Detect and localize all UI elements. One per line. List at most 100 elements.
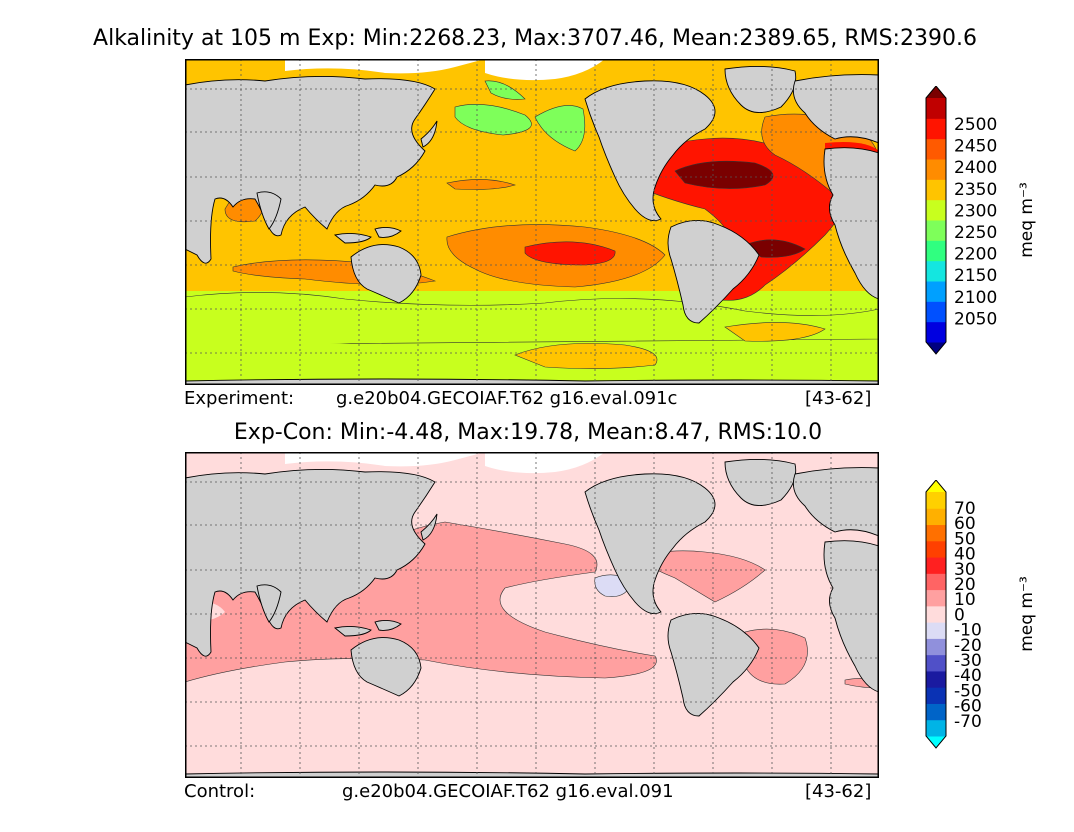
land-india	[256, 191, 282, 230]
top-footer-label: Experiment:	[184, 388, 295, 409]
ocean-contour-region	[724, 322, 826, 342]
colorbar-tick-label: 2200	[954, 245, 997, 265]
land-australia	[350, 244, 422, 304]
colorbar-outline	[925, 86, 947, 355]
land-india	[256, 584, 282, 623]
top-footer-case: g.e20b04.GECOIAF.T62 g16.eval.091c	[336, 388, 678, 409]
land-group	[185, 65, 879, 385]
land-indonesia	[374, 226, 402, 238]
land-greenland	[724, 65, 797, 113]
sea-ice	[285, 452, 485, 467]
colorbar-swatch	[926, 118, 946, 140]
colorbar-swatch	[926, 589, 946, 607]
colorbar-unit-label: meq m⁻³	[1017, 576, 1037, 652]
land-australia	[350, 637, 422, 697]
bottom-footer-label: Control:	[184, 781, 256, 802]
colorbar-tick-label: -20	[954, 636, 982, 656]
colorbar-swatch	[926, 524, 946, 542]
ocean-contour-region	[446, 179, 516, 190]
sea-ice	[485, 452, 605, 474]
land-africa	[823, 147, 879, 300]
ocean-contour-region	[674, 160, 774, 189]
graticule	[185, 452, 879, 778]
colorbar-unit-label: meq m⁻³	[1017, 182, 1037, 258]
top-colorbar: 2500245024002350230022502200215021002050…	[925, 86, 1037, 355]
land-greenland	[724, 458, 797, 506]
colorbar-tick-label: 40	[954, 545, 976, 565]
colorbar-tick-label: -40	[954, 666, 982, 686]
land-indonesia	[333, 625, 372, 637]
top-map	[185, 59, 879, 385]
colorbar-tick-label: 2400	[954, 158, 997, 178]
land-south-america	[667, 613, 760, 717]
top-footer-years: [43-62]	[805, 388, 872, 409]
top-map-title: Alkalinity at 105 m Exp: Min:2268.23, Ma…	[93, 26, 977, 51]
bottom-map	[185, 452, 879, 778]
colorbar-swatch	[926, 260, 946, 282]
colorbar-swatch	[926, 321, 946, 343]
colorbar-swatch	[926, 98, 946, 119]
colorbar-swatch	[926, 240, 946, 262]
colorbar-tick-label: 2050	[954, 309, 997, 329]
sea-ice	[485, 59, 605, 81]
colorbar-swatch	[926, 138, 946, 160]
colorbar-swatch	[926, 281, 946, 302]
colorbar-extend-high	[926, 480, 946, 492]
colorbar-swatch	[926, 199, 946, 221]
colorbar-swatch	[926, 492, 946, 509]
colorbar-tick-label: -70	[954, 712, 982, 732]
colorbar-tick-label: 10	[954, 590, 976, 610]
land-japan	[420, 513, 438, 541]
ocean-contour-region	[185, 340, 879, 385]
colorbar-swatch	[926, 719, 946, 737]
bottom-footer-case: g.e20b04.GECOIAF.T62 g16.eval.091	[342, 781, 674, 802]
ocean-contour-region	[454, 104, 532, 136]
land-eurasia	[185, 468, 436, 657]
colorbar-swatch	[926, 654, 946, 672]
land-group	[185, 458, 879, 778]
land-indonesia	[374, 619, 402, 631]
sea-ice	[285, 59, 485, 74]
colorbar-swatch	[926, 159, 946, 180]
colorbar-tick-label: 30	[954, 560, 976, 580]
land-africa	[823, 540, 879, 693]
colorbar-tick-label: 60	[954, 514, 976, 534]
colorbar-tick-label: -60	[954, 697, 982, 717]
colorbar-swatch	[926, 301, 946, 323]
colorbar-extend-low	[926, 342, 946, 354]
colorbar-tick-label: 2500	[954, 115, 997, 135]
colorbar-extend-low	[926, 736, 946, 748]
ocean-contour-region	[744, 628, 808, 685]
graticule	[185, 59, 879, 385]
colorbar-swatch	[926, 508, 946, 526]
bottom-footer-years: [43-62]	[805, 781, 872, 802]
colorbar-tick-label: -30	[954, 651, 982, 671]
ocean-contour-region	[744, 239, 806, 258]
ocean-contour-region	[634, 550, 766, 603]
land-eurasia	[185, 75, 436, 264]
colorbar-tick-label: 50	[954, 529, 976, 549]
colorbar-swatch	[926, 605, 946, 623]
land-europe	[792, 74, 879, 144]
ocean-contour-region	[484, 80, 526, 100]
colorbar-tick-label: 2350	[954, 180, 997, 200]
ocean-contour-region	[524, 241, 616, 266]
land-north-america	[584, 473, 716, 615]
colorbar-swatch	[926, 540, 946, 558]
colorbar-tick-label: 20	[954, 575, 976, 595]
land-south-america	[667, 220, 760, 324]
colorbar-swatch	[926, 687, 946, 704]
colorbar-swatch	[926, 557, 946, 574]
colorbar-swatch	[926, 622, 946, 639]
ocean-contour-region	[185, 521, 657, 683]
colorbar-tick-label: 2100	[954, 288, 997, 308]
colorbar-outline	[925, 480, 947, 749]
land-europe	[792, 467, 879, 537]
colorbar-swatch	[926, 573, 946, 591]
colorbar-tick-label: -10	[954, 621, 982, 641]
land-japan	[420, 120, 438, 148]
ocean-contour-region	[534, 105, 586, 152]
bottom-map-title: Exp-Con: Min:-4.48, Max:19.78, Mean:8.47…	[233, 420, 823, 445]
colorbar-tick-label: 2300	[954, 201, 997, 221]
